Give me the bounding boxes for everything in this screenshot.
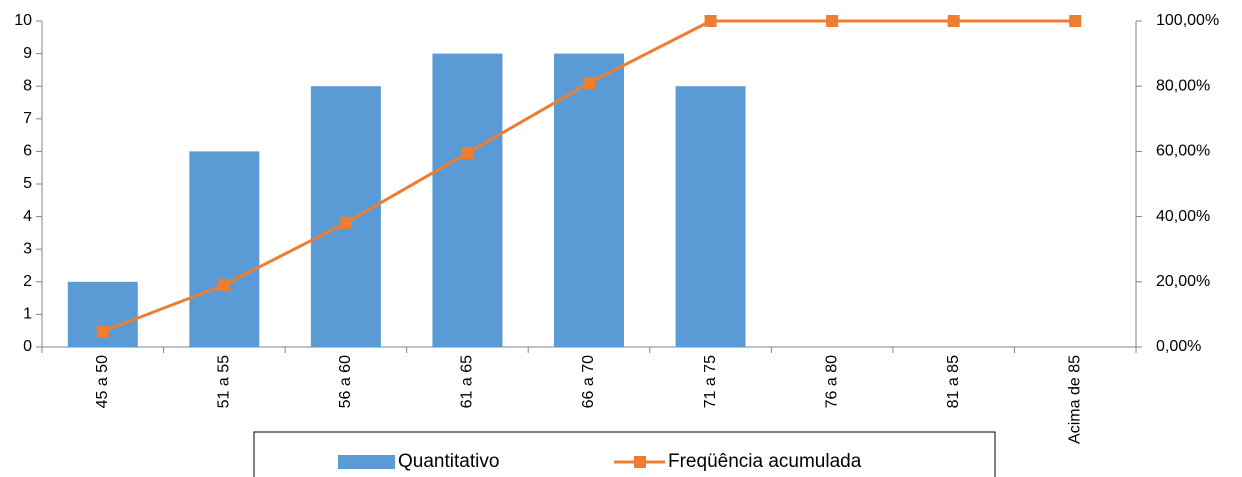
y-tick-label: 9 [23, 45, 32, 62]
x-tick-label: 45 a 50 [94, 355, 111, 408]
legend-box [253, 431, 996, 477]
line-marker [826, 15, 839, 27]
line-marker [1069, 15, 1082, 27]
x-tick-label: 56 a 60 [337, 355, 354, 408]
y-tick-label: 8 [23, 77, 32, 94]
line-marker [96, 325, 109, 338]
x-tick-label: 51 a 55 [216, 355, 233, 408]
line-marker [947, 15, 960, 27]
x-tick-label: 81 a 85 [945, 355, 962, 408]
line-marker [461, 146, 474, 159]
legend-swatch [338, 455, 395, 469]
line-marker [583, 77, 595, 90]
bar [189, 151, 260, 347]
y2-tick-label: 100,00% [1156, 12, 1219, 29]
legend-label: Quantitativo [398, 451, 499, 472]
bar [432, 53, 503, 347]
line-marker [218, 278, 231, 291]
y2-tick-label: 20,00% [1156, 273, 1210, 290]
y-tick-label: 2 [23, 273, 32, 290]
bar [675, 86, 746, 347]
y2-tick-label: 0,00% [1156, 338, 1201, 355]
x-tick-label: 61 a 65 [459, 355, 476, 408]
x-tick-label: 71 a 75 [702, 355, 719, 408]
legend-marker [634, 456, 646, 468]
x-tick-label: 76 a 80 [823, 355, 840, 408]
y-tick-label: 10 [14, 12, 32, 29]
bar [554, 53, 624, 347]
y2-tick-label: 60,00% [1156, 143, 1210, 160]
y-tick-label: 5 [23, 175, 32, 192]
bar [310, 86, 381, 347]
y-tick-label: 3 [23, 240, 32, 257]
x-tick-label: 66 a 70 [580, 355, 597, 408]
line-marker [704, 15, 717, 27]
line-marker [339, 216, 352, 229]
y-tick-label: 0 [23, 338, 32, 355]
y2-tick-label: 40,00% [1156, 208, 1210, 225]
y2-tick-label: 80,00% [1156, 77, 1210, 94]
legend-label: Freqüência acumulada [668, 451, 862, 472]
x-tick-label: Acima de 85 [1066, 355, 1083, 444]
y-tick-label: 4 [23, 208, 32, 225]
y-tick-label: 7 [23, 110, 32, 127]
y-tick-label: 1 [23, 306, 32, 323]
y-tick-label: 6 [23, 143, 32, 160]
